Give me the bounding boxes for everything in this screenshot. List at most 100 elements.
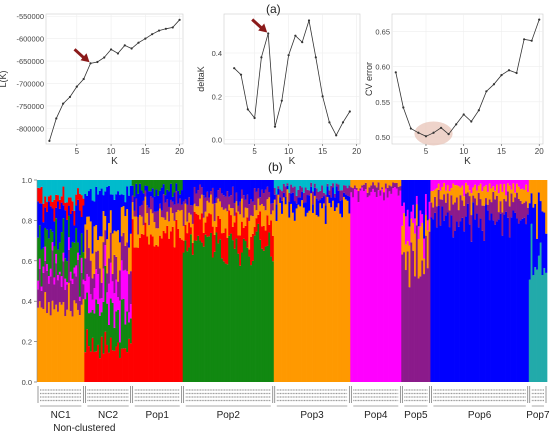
data-point [348, 110, 351, 113]
x-tick-label: 5 [75, 147, 80, 156]
ancestry-segment [53, 246, 56, 278]
ancestry-segment [115, 231, 118, 257]
ancestry-segment [58, 208, 62, 243]
ancestry-segment [182, 252, 185, 382]
ancestry-segment [330, 185, 333, 198]
ancestry-segment [160, 238, 164, 382]
ancestry-segment [75, 180, 78, 195]
ancestry-segment [133, 196, 136, 211]
ancestry-segment [129, 343, 133, 382]
ancestry-segment [164, 180, 167, 196]
ancestry-segment [262, 206, 266, 226]
ancestry-segment [148, 180, 151, 192]
ancestry-segment [58, 180, 62, 200]
ancestry-segment [111, 180, 114, 195]
ancestry-segment [182, 225, 185, 241]
ancestry-segment [312, 180, 315, 192]
ancestry-segment [281, 191, 284, 201]
ancestry-segment [452, 204, 455, 238]
ancestry-segment [523, 202, 526, 218]
ancestry-segment [231, 226, 235, 241]
ancestry-segment [455, 180, 459, 186]
data-point [62, 102, 65, 105]
ancestry-segment [454, 230, 457, 382]
ancestry-segment [73, 300, 76, 382]
ancestry-segment [220, 180, 224, 194]
ancestry-segment [497, 219, 500, 382]
plot-area [223, 13, 361, 145]
ancestry-segment [104, 245, 107, 266]
ancestry-segment [62, 252, 65, 262]
ancestry-segment [53, 180, 56, 200]
ancestry-segment [100, 282, 103, 299]
ancestry-segment [239, 180, 242, 202]
group-pop3: Pop3 [273, 180, 351, 421]
ancestry-segment [268, 224, 271, 233]
ancestry-segment [184, 240, 187, 382]
ancestry-segment [344, 185, 347, 195]
ancestry-segment [368, 195, 371, 382]
ancestry-segment [235, 192, 238, 202]
ancestry-segment [492, 191, 495, 221]
ancestry-segment [222, 195, 225, 210]
ancestry-segment [97, 344, 100, 382]
ancestry-segment [64, 258, 67, 279]
ancestry-segment [388, 180, 391, 186]
ancestry-segment [237, 205, 240, 212]
x-tick-label: 5 [424, 147, 429, 156]
ancestry-segment [126, 242, 129, 272]
group-nc2: NC2 [84, 180, 133, 421]
ancestry-segment [55, 263, 58, 305]
ancestry-segment [168, 180, 171, 192]
data-point [328, 121, 331, 124]
ancestry-segment [492, 180, 495, 187]
ancestry-segment [424, 235, 428, 382]
series-line [395, 19, 540, 137]
ancestry-segment [175, 183, 178, 192]
y-tick-label: 0.60 [375, 63, 390, 72]
ancestry-segment [139, 215, 142, 238]
ancestry-segment [435, 227, 439, 382]
ancestry-segment [160, 180, 164, 188]
y-tick-label: 0.65 [375, 28, 390, 37]
ancestry-segment [217, 190, 220, 199]
group-bracket [529, 386, 547, 407]
ancestry-segment [344, 180, 347, 186]
ancestry-segment [124, 180, 127, 203]
ancestry-segment [128, 274, 131, 313]
ancestry-segment [292, 212, 295, 382]
ancestry-segment [408, 180, 411, 227]
ancestry-segment [131, 202, 134, 220]
ancestry-segment [361, 180, 364, 186]
ancestry-segment [91, 180, 94, 201]
data-point [500, 74, 503, 77]
ancestry-segment [404, 216, 408, 245]
ancestry-segment [341, 200, 344, 218]
ancestry-segment [120, 348, 123, 382]
ancestry-segment [82, 284, 85, 300]
ancestry-segment [128, 322, 131, 339]
ancestry-segment [78, 193, 82, 211]
ancestry-segment [51, 180, 54, 202]
x-tick-label: 20 [175, 147, 184, 156]
ancestry-segment [337, 180, 340, 185]
ancestry-segment [237, 253, 240, 382]
ancestry-segment [364, 182, 368, 190]
ancestry-segment [42, 203, 45, 223]
ancestry-segment [384, 188, 388, 382]
ancestry-segment [93, 313, 96, 352]
group-label: NC2 [98, 410, 118, 421]
ancestry-segment [64, 290, 67, 317]
ancestry-segment [528, 203, 531, 280]
ancestry-segment [417, 239, 420, 279]
ancestry-segment [446, 180, 449, 185]
ancestry-segment [410, 218, 413, 243]
ancestry-segment [381, 180, 384, 188]
ancestry-segment [210, 232, 213, 382]
ancestry-segment [44, 207, 47, 228]
ancestry-segment [75, 276, 78, 304]
ancestry-segment [266, 186, 269, 200]
data-point [68, 95, 72, 99]
data-point [439, 126, 443, 129]
ancestry-segment [483, 205, 486, 241]
